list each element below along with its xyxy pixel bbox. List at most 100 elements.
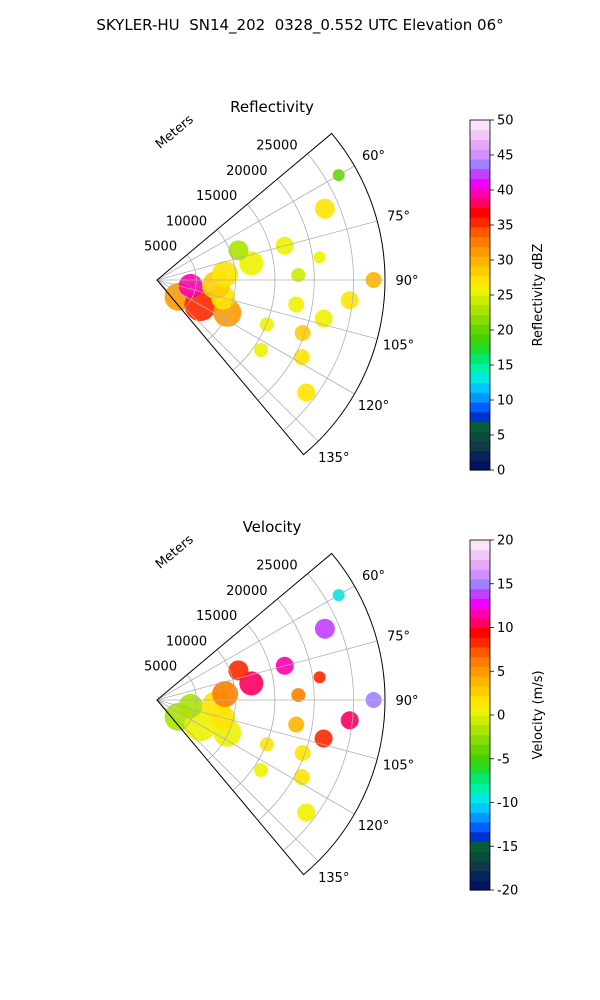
echo-patch — [288, 296, 305, 313]
reflectivity-panel: Reflectivity 5000 10000 15000 20000 25000 Met… — [144, 98, 546, 479]
colorbar-swatch — [470, 236, 490, 247]
azimuth-tick-label: 60° — [362, 149, 385, 164]
velocity-azimuth-labels: 60° 75° 90° 105° 120° 135° — [318, 569, 418, 886]
colorbar-swatch — [470, 559, 490, 570]
colorbar-swatch — [470, 783, 490, 794]
azimuth-tick-label: 75° — [387, 629, 410, 644]
colorbar-swatch — [470, 226, 490, 238]
colorbar-swatch — [470, 676, 490, 687]
colorbar-swatch — [470, 460, 490, 471]
colorbar-swatch — [470, 578, 490, 590]
range-ring — [232, 203, 276, 371]
echo-patch — [259, 737, 274, 752]
colorbar-tick-label: 25 — [497, 289, 514, 304]
colorbar-swatch — [470, 382, 490, 393]
colorbar-swatch — [470, 314, 490, 325]
colorbar-swatch — [470, 588, 490, 599]
colorbar-swatch — [470, 188, 490, 199]
azimuth-tick-label: 135° — [318, 451, 349, 466]
colorbar-swatch — [470, 304, 490, 316]
colorbar-swatch — [470, 851, 490, 862]
azimuth-tick-label: 105° — [383, 759, 414, 774]
colorbar-swatch — [470, 275, 490, 286]
range-tick-label: 10000 — [166, 635, 207, 650]
colorbar-swatch — [470, 256, 490, 267]
colorbar-swatch — [470, 715, 490, 726]
range-ring — [207, 229, 236, 341]
echo-patch — [297, 383, 316, 402]
colorbar-swatch — [470, 695, 490, 706]
colorbar-swatch — [470, 285, 490, 296]
range-tick-label: 5000 — [144, 660, 177, 675]
reflectivity-frame — [156, 132, 386, 456]
azimuth-tick-label: 120° — [358, 819, 389, 834]
colorbar-swatch — [470, 139, 490, 150]
colorbar-tick-label: 20 — [497, 534, 514, 549]
reflectivity-range-labels: 5000 10000 15000 20000 25000 Meters — [144, 112, 298, 255]
azimuth-spoke — [156, 699, 319, 862]
colorbar-swatch — [470, 860, 490, 872]
echo-patch — [297, 803, 316, 822]
echo-patch — [212, 681, 239, 707]
colorbar-swatch — [470, 333, 490, 345]
colorbar-swatch — [470, 724, 490, 736]
colorbar-swatch — [470, 324, 490, 335]
colorbar-swatch — [470, 411, 490, 422]
colorbar-swatch — [470, 372, 490, 384]
echo-patch — [228, 240, 249, 261]
range-tick-label: 20000 — [226, 164, 267, 179]
colorbar-swatch — [470, 440, 490, 452]
colorbar-swatch — [470, 821, 490, 833]
colorbar-tick-label: 0 — [497, 464, 505, 479]
colorbar-swatch — [470, 753, 490, 765]
azimuth-spoke — [156, 640, 378, 701]
colorbar-swatch — [470, 158, 490, 170]
reflectivity-azimuth-labels: 60° 75° 90° 105° 120° 135° — [318, 149, 418, 466]
azimuth-spoke — [156, 585, 355, 701]
azimuth-tick-label: 120° — [358, 399, 389, 414]
colorbar-swatch — [470, 431, 490, 442]
colorbar-tick-label: 0 — [497, 709, 505, 724]
colorbar-tick-label: 15 — [497, 577, 514, 592]
colorbar-swatch — [470, 744, 490, 755]
azimuth-spoke — [156, 220, 378, 281]
colorbar-swatch — [470, 666, 490, 677]
velocity-colorbar: -20 -15 -10 -5 0 5 10 15 20 Velocity (m/s) — [469, 534, 546, 899]
colorbar-swatch — [470, 617, 490, 629]
azimuth-tick-label: 90° — [395, 694, 418, 709]
range-tick-label: 10000 — [166, 215, 207, 230]
colorbar-swatch — [470, 792, 490, 804]
colorbar-swatch — [470, 129, 490, 141]
range-ring — [207, 649, 236, 761]
echo-patch — [293, 769, 310, 786]
reflectivity-grid — [156, 153, 385, 442]
colorbar-swatch — [470, 831, 490, 842]
colorbar-swatch — [470, 802, 490, 813]
range-ring — [257, 178, 315, 401]
colorbar-tick-label: -20 — [497, 884, 518, 899]
echo-patch — [314, 618, 335, 639]
range-tick-label: 25000 — [256, 559, 297, 574]
echo-patch — [293, 349, 310, 366]
echo-patch — [288, 716, 305, 733]
colorbar-swatch — [470, 265, 490, 277]
reflectivity-title: Reflectivity — [230, 98, 314, 116]
colorbar-swatch — [470, 705, 490, 716]
range-ring — [283, 573, 354, 851]
echo-patch — [212, 261, 239, 287]
colorbar-swatch — [470, 207, 490, 218]
colorbar-swatch — [470, 812, 490, 823]
colorbar-swatch — [470, 734, 490, 745]
figure-title: SKYLER-HU SN14_202 0328_0.552 UTC Elevat… — [96, 16, 504, 34]
colorbar-swatch — [470, 295, 490, 306]
colorbar-swatch — [470, 637, 490, 648]
colorbar-tick-label: 10 — [497, 394, 514, 409]
range-tick-label: 15000 — [196, 609, 237, 624]
colorbar-tick-label: 10 — [497, 621, 514, 636]
colorbar-label: Reflectivity dBZ — [531, 244, 546, 347]
echo-patch — [314, 198, 335, 219]
colorbar-swatch — [470, 569, 490, 580]
sector-outline — [156, 552, 386, 876]
sector-outline — [156, 132, 386, 456]
